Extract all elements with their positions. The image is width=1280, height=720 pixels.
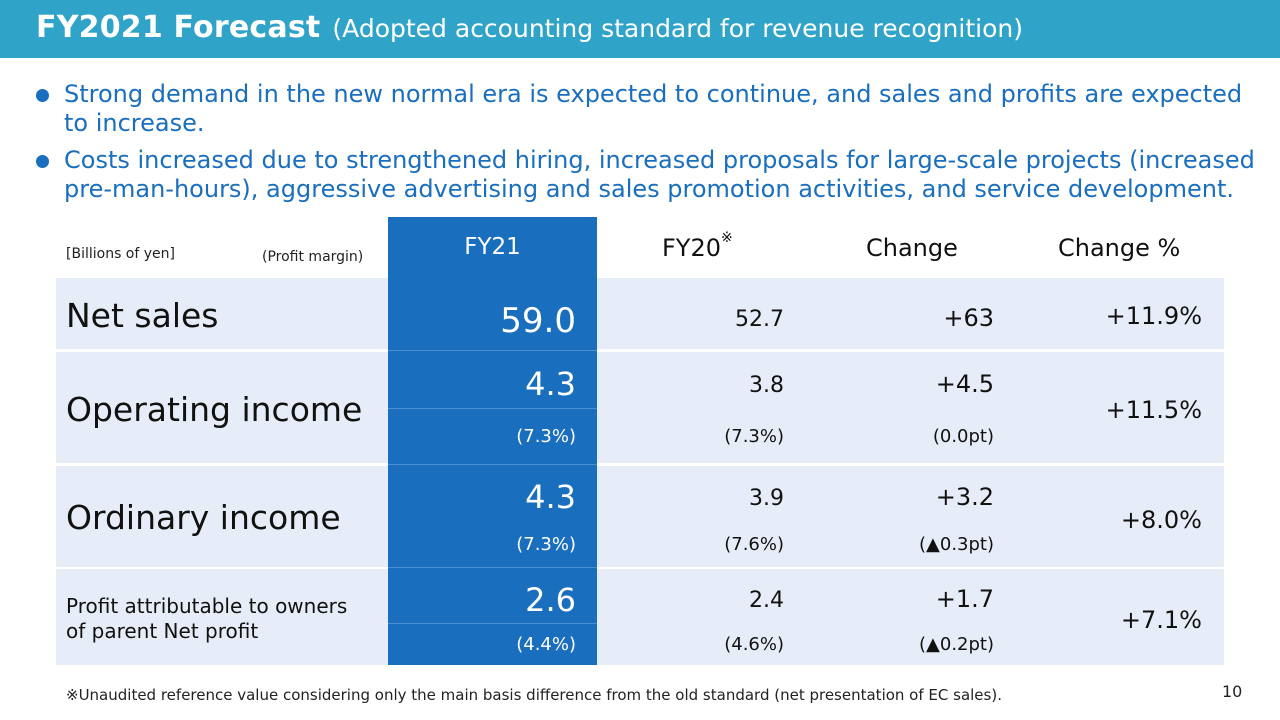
title-bar: FY2021 Forecast (Adopted accounting stand… <box>0 0 1280 58</box>
bullet-item: Costs increased due to strengthened hiri… <box>36 146 1266 204</box>
operating-income-fy20: 3.8 <box>749 373 784 398</box>
row-label-net-sales: Net sales <box>66 296 219 335</box>
row-label-operating-income: Operating income <box>66 390 363 429</box>
table-row-operating-income-bg <box>56 352 1224 463</box>
unit-label: [Billions of yen] <box>66 246 175 262</box>
slide-title: FY2021 Forecast (Adopted accounting stand… <box>36 10 1023 45</box>
ordinary-income-change-margin: (▲0.3pt) <box>919 534 994 555</box>
row-label-net-profit-line2: of parent Net profit <box>66 619 259 643</box>
net-sales-change: +63 <box>943 304 994 332</box>
ordinary-income-fy20: 3.9 <box>749 486 784 511</box>
net-profit-change-pct: +7.1% <box>1120 606 1202 634</box>
net-sales-change-pct: +11.9% <box>1105 302 1202 330</box>
operating-income-change-pct: +11.5% <box>1105 396 1202 424</box>
net-profit-fy20: 2.4 <box>749 588 784 613</box>
fy21-divider <box>388 408 597 409</box>
net-profit-change-margin: (▲0.2pt) <box>919 634 994 655</box>
bullet-dot-icon <box>36 89 49 102</box>
operating-income-change-margin: (0.0pt) <box>932 426 994 447</box>
operating-income-change: +4.5 <box>935 370 994 398</box>
slide-title-subtitle: (Adopted accounting standard for revenue… <box>332 14 1023 43</box>
net-sales-fy21: 59.0 <box>500 301 576 341</box>
net-profit-change: +1.7 <box>935 585 994 613</box>
fy21-divider <box>388 350 597 351</box>
net-profit-fy20-margin: (4.6%) <box>724 634 784 655</box>
fy21-column-highlight <box>388 217 597 665</box>
fy21-divider <box>388 464 597 465</box>
bullet-item: Strong demand in the new normal era is e… <box>36 80 1266 138</box>
operating-income-fy21-margin: (7.3%) <box>516 426 576 447</box>
net-profit-fy21: 2.6 <box>525 581 576 619</box>
ordinary-income-change: +3.2 <box>935 483 994 511</box>
bullet-dot-icon <box>36 155 49 168</box>
ordinary-income-fy21-margin: (7.3%) <box>516 534 576 555</box>
column-header-fy21: FY21 <box>464 234 521 260</box>
net-sales-fy20: 52.7 <box>735 307 784 332</box>
column-header-fy20-text: FY20 <box>662 234 722 262</box>
footnote: ※Unaudited reference value considering o… <box>66 686 1002 704</box>
operating-income-fy21: 4.3 <box>525 365 576 403</box>
row-label-ordinary-income: Ordinary income <box>66 498 341 537</box>
reference-mark: ※ <box>721 230 733 246</box>
ordinary-income-fy20-margin: (7.6%) <box>724 534 784 555</box>
fy21-divider <box>388 567 597 568</box>
column-header-fy20: FY20※ <box>662 230 733 262</box>
bullet-text: Strong demand in the new normal era is e… <box>64 80 1243 137</box>
row-label-net-profit-line1: Profit attributable to owners <box>66 594 348 618</box>
bullet-list: Strong demand in the new normal era is e… <box>36 80 1266 212</box>
bullet-text: Costs increased due to strengthened hiri… <box>64 146 1255 203</box>
column-header-change-pct: Change % <box>1058 234 1181 262</box>
column-header-change: Change <box>866 234 958 262</box>
ordinary-income-change-pct: +8.0% <box>1120 506 1202 534</box>
page-number: 10 <box>1222 682 1243 701</box>
profit-margin-label: (Profit margin) <box>262 249 364 265</box>
operating-income-fy20-margin: (7.3%) <box>724 426 784 447</box>
table-row-ordinary-income-bg <box>56 466 1224 567</box>
fy21-divider <box>388 623 597 624</box>
ordinary-income-fy21: 4.3 <box>525 478 576 516</box>
net-profit-fy21-margin: (4.4%) <box>516 634 576 655</box>
slide-title-main: FY2021 Forecast <box>36 10 321 45</box>
table-row-net-profit-bg <box>56 569 1224 665</box>
table-row-net-sales-bg <box>56 278 1224 349</box>
